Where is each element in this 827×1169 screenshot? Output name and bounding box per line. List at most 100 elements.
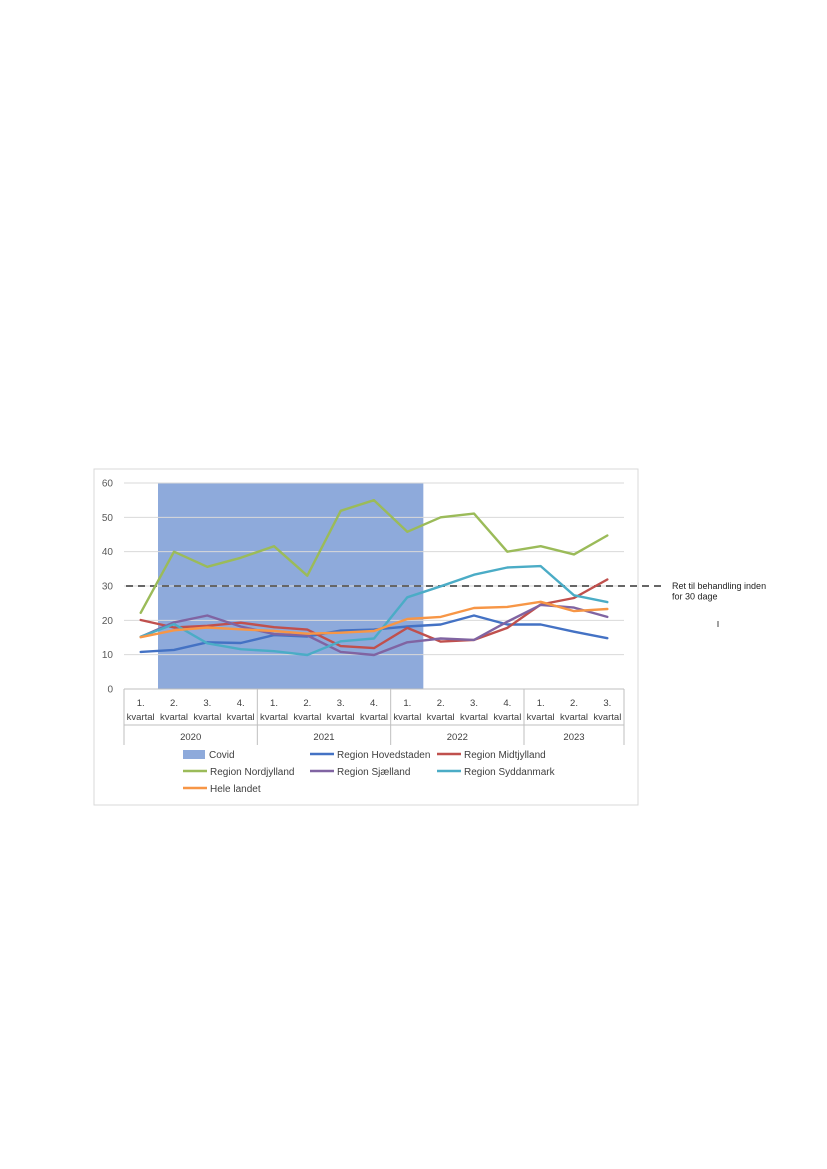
category-label-word: kvartal [460, 712, 488, 723]
data-point [339, 629, 342, 632]
category-label-num: 4. [370, 698, 378, 709]
data-point [439, 616, 442, 618]
data-point [606, 608, 609, 610]
data-point [206, 624, 209, 627]
data-point [206, 614, 209, 617]
category-label-word: kvartal [360, 712, 388, 723]
data-point [306, 574, 309, 577]
year-label: 2023 [563, 732, 584, 743]
data-point [573, 594, 575, 597]
category-label-num: 1. [403, 698, 411, 709]
data-point [506, 566, 509, 569]
data-point [373, 499, 375, 502]
data-point [473, 614, 475, 617]
data-point [406, 626, 409, 629]
category-label-word: kvartal [427, 712, 455, 723]
category-label-num: 1. [537, 698, 545, 709]
y-tick-label: 40 [102, 547, 114, 558]
data-point [606, 578, 609, 581]
year-label: 2022 [447, 732, 468, 743]
data-point [139, 636, 142, 639]
y-tick-label: 50 [102, 513, 114, 524]
category-label-num: 3. [470, 698, 478, 709]
legend-label: Hele landet [210, 784, 261, 795]
legend-label: Region Midtjylland [464, 750, 546, 761]
y-tick-label: 10 [102, 650, 114, 661]
data-point [339, 509, 342, 512]
data-point [373, 654, 375, 656]
category-label-num: 3. [337, 698, 345, 709]
category-label-num: 1. [137, 698, 145, 709]
category-label-num: 2. [570, 698, 578, 709]
data-point [506, 623, 509, 626]
data-point [539, 565, 542, 567]
category-label-num: 4. [237, 698, 245, 709]
data-point [506, 606, 509, 608]
data-point [573, 630, 575, 633]
data-point [406, 530, 409, 533]
y-tick-label: 20 [102, 616, 114, 627]
data-point [439, 516, 442, 519]
data-point [173, 550, 175, 553]
data-point [139, 619, 142, 621]
data-point [306, 628, 309, 631]
data-point [606, 534, 609, 537]
category-label-num: 3. [203, 698, 211, 709]
data-point [273, 633, 275, 635]
category-label-num: 4. [503, 698, 511, 709]
data-point [173, 629, 175, 632]
data-point [373, 647, 375, 650]
data-point [273, 626, 275, 629]
legend-label: Region Syddanmark [464, 767, 556, 778]
data-point [306, 632, 309, 635]
data-point [406, 618, 409, 620]
legend-label: Covid [209, 750, 235, 761]
category-label-word: kvartal [127, 712, 155, 723]
data-point [439, 623, 442, 626]
category-label-word: kvartal [593, 712, 621, 723]
data-point [139, 651, 142, 653]
data-point [173, 623, 175, 626]
data-point [339, 651, 342, 653]
category-label-word: kvartal [327, 712, 355, 723]
category-label-word: kvartal [227, 712, 255, 723]
category-label-num: 2. [170, 698, 178, 709]
data-point [173, 626, 175, 629]
year-label: 2020 [180, 732, 201, 743]
data-point [173, 621, 175, 624]
y-tick-label: 30 [102, 582, 114, 593]
data-point [439, 585, 442, 588]
category-label-word: kvartal [393, 712, 421, 723]
data-point [539, 600, 542, 603]
data-point [306, 654, 309, 656]
data-point [573, 597, 575, 599]
data-point [239, 628, 242, 631]
data-point [606, 601, 609, 604]
data-point [273, 650, 275, 653]
category-label-word: kvartal [260, 712, 288, 723]
data-point [239, 642, 242, 644]
data-point [539, 623, 542, 626]
data-point [273, 630, 275, 632]
legend-swatch-covid [183, 750, 205, 759]
data-point [239, 621, 242, 624]
data-point [173, 648, 175, 651]
data-point [339, 640, 342, 643]
reference-note: for 30 dage [672, 592, 718, 602]
data-point [239, 625, 242, 628]
data-point [573, 610, 575, 612]
year-label: 2021 [313, 732, 334, 743]
data-point [373, 630, 375, 632]
reference-note: Ret til behandling inden [672, 581, 766, 591]
category-label-num: 1. [270, 698, 278, 709]
data-point [239, 648, 242, 651]
data-point [206, 626, 209, 629]
y-tick-label: 60 [102, 479, 114, 490]
legend-label: Region Sjælland [337, 767, 410, 778]
category-label-word: kvartal [293, 712, 321, 723]
data-point [239, 556, 242, 559]
data-point [473, 573, 475, 576]
data-point [206, 565, 209, 568]
data-point [206, 642, 209, 645]
